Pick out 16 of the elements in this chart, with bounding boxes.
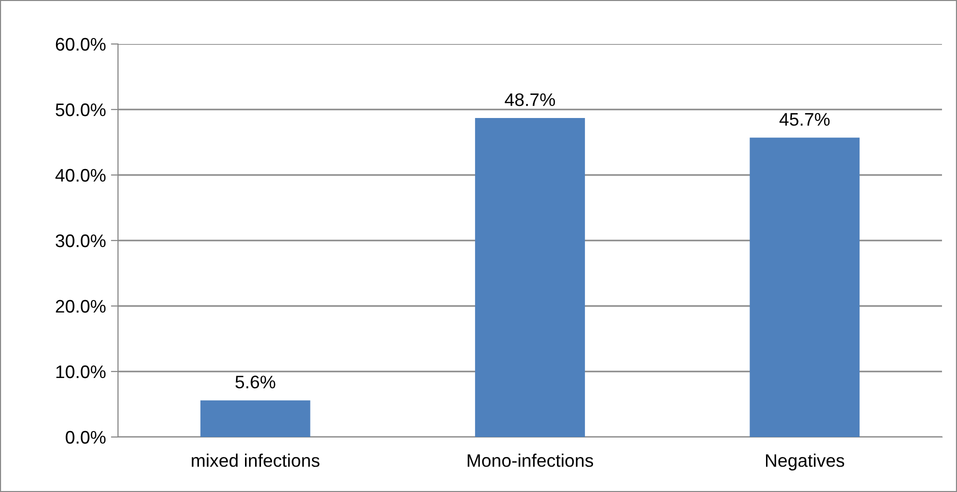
x-tick-label: mixed infections xyxy=(192,454,320,467)
bar xyxy=(475,118,585,437)
y-tick-label: 50.0% xyxy=(56,103,106,116)
x-tick-label: Negatives xyxy=(766,454,844,470)
bar xyxy=(200,400,310,437)
y-tick-label: 20.0% xyxy=(56,300,106,313)
y-tick-label: 40.0% xyxy=(55,168,106,182)
y-tick-label: 30.0% xyxy=(56,234,106,248)
x-tick-label: Mono-infections xyxy=(468,454,594,467)
y-tick-label: 60.0% xyxy=(56,38,106,51)
data-label: 45.7% xyxy=(779,113,830,126)
data-label: 5.6% xyxy=(235,376,276,388)
y-tick-label: 0.0% xyxy=(66,430,106,444)
data-label: 48.7% xyxy=(504,93,555,106)
bar xyxy=(750,138,860,437)
y-tick-label: 10.0% xyxy=(56,365,106,378)
